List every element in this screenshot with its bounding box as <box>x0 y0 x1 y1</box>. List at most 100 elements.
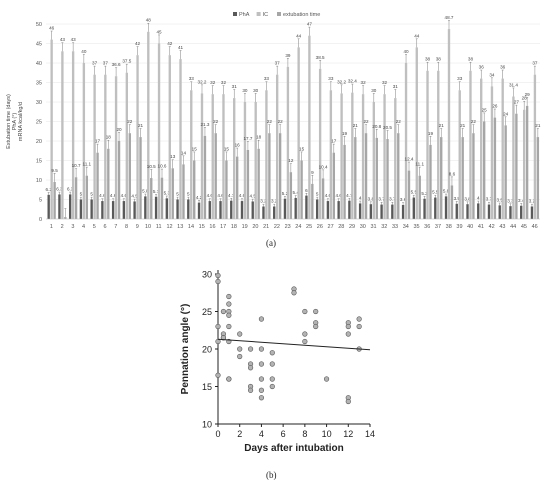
data-label: 5.8 <box>443 189 450 194</box>
x-tick-label: 9 <box>136 224 139 230</box>
bar <box>50 39 53 219</box>
legend-label: PhA <box>239 12 250 18</box>
bar <box>348 200 351 219</box>
bar <box>233 98 236 219</box>
data-label: 42 <box>167 41 173 46</box>
data-point <box>247 365 254 371</box>
bar <box>254 102 257 219</box>
y-tick-label: 45 <box>36 42 42 48</box>
data-label: 22 <box>363 119 369 124</box>
data-label: 4 <box>359 196 362 201</box>
bar-chart: PhA IC extubation time 0510152025303540455… <box>6 12 541 230</box>
y-axis-label: mRNA kcal/kg/d <box>18 102 24 141</box>
bar <box>358 203 362 219</box>
data-label: 22 <box>471 119 477 124</box>
data-label: 32 <box>361 80 367 85</box>
bar <box>305 195 308 219</box>
x-tick-label: 20 <box>252 224 258 230</box>
data-label: 46 <box>49 26 55 31</box>
data-point <box>269 376 275 382</box>
bar <box>168 55 171 220</box>
bar <box>466 204 469 219</box>
data-label: 30 <box>371 88 377 93</box>
data-point <box>237 346 243 352</box>
bar <box>114 76 118 219</box>
bar <box>187 199 190 219</box>
data-point <box>258 361 265 367</box>
data-label: 10.4 <box>319 164 328 169</box>
legend-swatch <box>233 12 237 16</box>
y-axis-label: Extubation time (days) <box>6 94 12 149</box>
bar <box>515 113 518 219</box>
bar <box>394 98 397 219</box>
x-axis: 1 2 3 4 5 6 7 8 9 10 11 12 13 14 15 16 17 18 19 20 21 22 23 24 2… <box>46 218 540 230</box>
bar <box>160 177 164 219</box>
bar <box>286 66 290 220</box>
data-point <box>291 290 297 296</box>
x-tick-label: 12 <box>166 224 172 230</box>
data-label: 11.1 <box>83 162 92 167</box>
x-tick-label: 4 <box>259 429 264 439</box>
data-label: 8.6 <box>449 171 456 176</box>
data-point <box>345 398 351 405</box>
data-point <box>226 376 232 382</box>
bar <box>85 175 89 219</box>
data-label: 37 <box>92 61 98 66</box>
bar <box>490 86 494 220</box>
data-label: 3.7 <box>389 197 396 202</box>
x-tick-label: 45 <box>521 224 527 230</box>
bar <box>426 70 429 219</box>
data-label: 22 <box>213 119 219 124</box>
data-point <box>220 308 227 315</box>
data-label: 32 <box>221 80 227 85</box>
data-point <box>237 331 243 337</box>
bar <box>93 74 96 219</box>
data-label: 32 <box>210 80 216 85</box>
data-label: 33 <box>264 76 270 81</box>
bar <box>101 201 104 219</box>
axes: 10 15 20 25 30 0 2 4 6 8 10 12 14 Days after intubati… <box>180 270 375 455</box>
bar <box>343 144 346 219</box>
bar <box>58 194 61 219</box>
data-label: 5.8 <box>142 189 149 194</box>
y-tick-label: 10 <box>36 178 42 184</box>
data-label: 17.7 <box>243 136 252 141</box>
bar <box>397 133 400 219</box>
data-label: 37.5 <box>122 59 131 64</box>
legend-swatch <box>256 12 261 16</box>
data-label: 9.5 <box>51 168 58 173</box>
data-label: 38.5 <box>316 55 325 60</box>
data-label: 3.3 <box>507 198 514 203</box>
bar <box>332 152 336 219</box>
y-tick-label: 20 <box>36 139 42 145</box>
x-tick-label: 21 <box>263 224 269 230</box>
data-point <box>313 323 319 330</box>
data-label: 10.5 <box>147 164 156 169</box>
data-label: 3.9 <box>454 196 461 201</box>
data-label: 4.6 <box>239 193 246 198</box>
bar <box>447 29 451 219</box>
bar <box>326 201 330 219</box>
data-label: 21 <box>353 123 359 128</box>
bar <box>82 63 86 219</box>
x-tick-label: 27 <box>328 224 334 230</box>
data-label: 31 <box>232 84 238 89</box>
data-point <box>258 387 265 393</box>
data-label: 3.6 <box>400 197 407 202</box>
data-label: 4.6 <box>99 193 106 198</box>
bar <box>257 148 260 219</box>
bar <box>246 149 250 219</box>
data-label: 33 <box>328 76 334 81</box>
data-label: 45 <box>156 29 162 34</box>
data-label: 4.6 <box>335 193 342 198</box>
bar <box>525 105 529 219</box>
data-label: 4.6 <box>121 193 128 198</box>
data-label: 4.5 <box>131 194 138 199</box>
data-label: 43 <box>71 37 77 42</box>
data-label: 32 <box>382 80 388 85</box>
x-tick-label: 40 <box>467 224 473 230</box>
data-label: 4.2 <box>196 195 203 200</box>
data-label: 41 <box>178 45 184 50</box>
data-label: 20 <box>116 127 122 132</box>
bar <box>111 201 115 219</box>
